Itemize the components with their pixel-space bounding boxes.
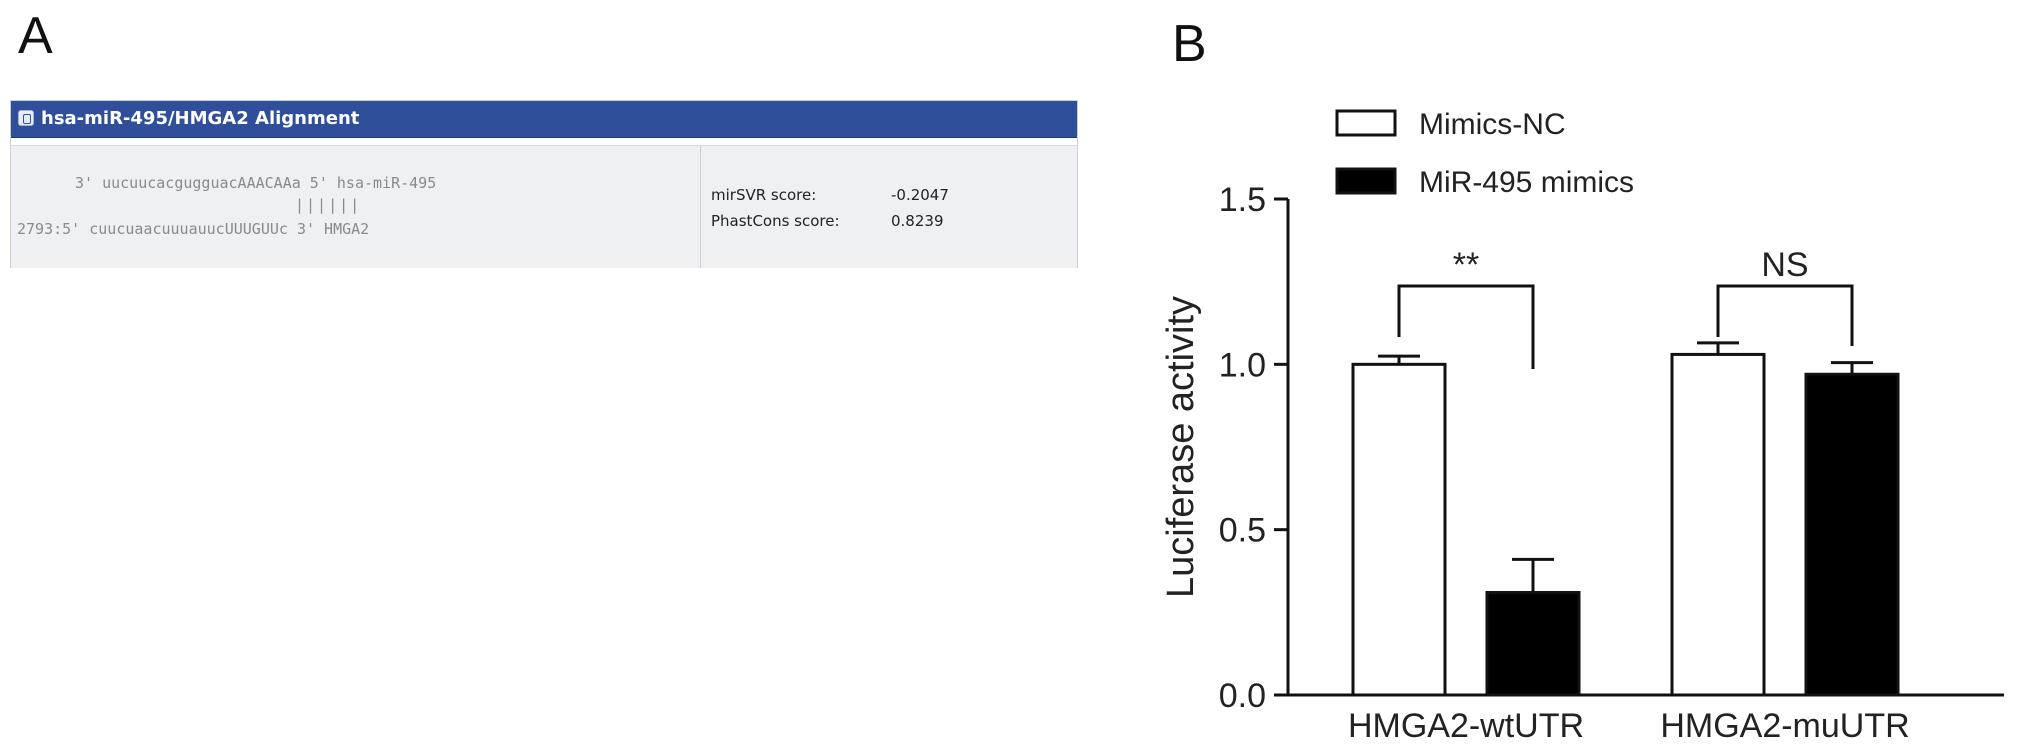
- legend-swatch: [1335, 167, 1397, 195]
- target-sequence: 2793:5' cuucuaacuuuauucUUUGUUc 3' HMGA2: [17, 220, 370, 238]
- significance-bracket: [1716, 284, 1854, 346]
- y-tick-label: 0.0: [1219, 677, 1266, 715]
- significance-bracket: [1397, 284, 1535, 369]
- mirsvr-score-value: -0.2047: [891, 186, 949, 204]
- y-tick-label: 0.5: [1219, 512, 1266, 550]
- x-tick-label: HMGA2-muUTR: [1660, 707, 1909, 745]
- alignment-panel: hsa-miR-495/HMGA2 Alignment 3' uucuucacg…: [10, 100, 1078, 268]
- significance-label: NS: [1761, 246, 1808, 284]
- window-icon: [18, 110, 34, 126]
- alignment-header: hsa-miR-495/HMGA2 Alignment: [11, 101, 1077, 138]
- panel-b-label: B: [1172, 15, 1207, 73]
- bar-mir495-mimics: [1804, 372, 1900, 697]
- y-axis-label: Luciferase activity: [1160, 296, 1202, 598]
- x-tick-label: HMGA2-wtUTR: [1348, 707, 1584, 745]
- significance-label: **: [1453, 246, 1479, 284]
- panel-a-label: A: [18, 7, 53, 65]
- legend-label: MiR-495 mimics: [1419, 166, 1634, 199]
- y-tick-label: 1.5: [1219, 181, 1266, 219]
- legend-swatch: [1335, 109, 1397, 137]
- alignment-title: hsa-miR-495/HMGA2 Alignment: [41, 108, 360, 129]
- bar-mir495-mimics: [1485, 590, 1581, 697]
- mirsvr-score-label: mirSVR score:: [711, 186, 817, 204]
- mirna-sequence: 3' uucuucacgugguacAAACAAa 5' hsa-miR-495: [75, 174, 437, 192]
- bar-mimics-nc: [1670, 352, 1766, 697]
- bar-mimics-nc: [1351, 362, 1447, 697]
- alignment-body: 3' uucuucacgugguacAAACAAa 5' hsa-miR-495…: [11, 145, 1077, 268]
- phastcons-score-label: PhastCons score:: [711, 212, 840, 230]
- y-tick-label: 1.0: [1219, 346, 1266, 384]
- pairing-marks: ||||||: [295, 196, 362, 214]
- phastcons-score-value: 0.8239: [891, 212, 944, 230]
- legend-label: Mimics-NC: [1419, 108, 1566, 141]
- column-divider: [700, 146, 701, 268]
